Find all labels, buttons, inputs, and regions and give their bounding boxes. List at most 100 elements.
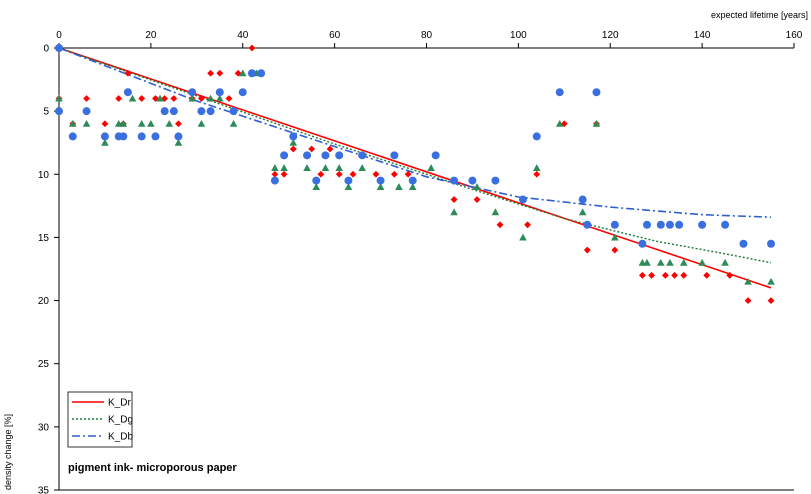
data-point-k-dr xyxy=(744,297,752,304)
data-point-k-dr xyxy=(308,145,316,153)
data-point-k-dr xyxy=(124,69,132,77)
data-point-k-dr xyxy=(450,196,458,203)
data-point-k-dr xyxy=(524,221,531,229)
data-point-k-dr xyxy=(280,170,288,178)
data-point-k-dg xyxy=(767,277,775,285)
x-tick-label: 160 xyxy=(786,30,803,41)
data-point-k-dg xyxy=(450,208,458,216)
data-point-k-db xyxy=(578,195,587,204)
y-tick-label: 15 xyxy=(38,233,50,244)
data-point-k-db xyxy=(289,132,298,141)
data-point-k-db xyxy=(390,151,399,160)
data-point-k-dg xyxy=(643,258,651,266)
data-point-k-dr xyxy=(726,271,734,279)
data-point-k-dg xyxy=(395,183,403,190)
data-point-k-dg xyxy=(592,119,601,127)
y-tick-label: 0 xyxy=(43,44,49,55)
data-point-k-dr xyxy=(496,221,504,229)
data-point-k-dg xyxy=(312,183,321,190)
data-point-k-dg xyxy=(197,119,206,127)
data-point-k-dg xyxy=(188,94,197,102)
legend-label: K_Dg xyxy=(108,415,133,426)
data-point-k-db xyxy=(665,220,674,229)
data-point-k-dg xyxy=(358,164,366,172)
data-point-k-dg xyxy=(271,164,279,172)
data-point-k-db xyxy=(767,239,776,248)
data-point-k-dr xyxy=(473,196,481,203)
data-point-k-dg xyxy=(656,258,665,266)
data-point-k-dr xyxy=(115,95,123,102)
x-tick-label: 80 xyxy=(421,30,433,41)
data-point-k-db xyxy=(335,151,344,160)
data-point-k-dr xyxy=(83,95,90,102)
data-point-k-dg xyxy=(679,258,688,266)
data-point-k-db xyxy=(238,88,247,97)
data-point-k-dg xyxy=(555,119,564,127)
x-tick-label: 100 xyxy=(510,30,527,41)
data-points xyxy=(55,44,776,304)
data-point-k-db xyxy=(68,132,77,141)
y-tick-label: 20 xyxy=(38,296,50,307)
data-point-k-dg xyxy=(491,208,500,216)
data-point-k-dr xyxy=(611,246,619,254)
data-point-k-db xyxy=(721,220,730,229)
data-point-k-dg xyxy=(82,119,91,127)
data-point-k-db xyxy=(215,88,224,97)
data-point-k-db xyxy=(280,151,289,160)
y-axis-label: density change [%] xyxy=(3,414,13,490)
trend-line-k-db xyxy=(58,47,772,218)
data-point-k-db xyxy=(55,44,63,52)
data-point-k-dg xyxy=(101,138,109,146)
x-tick-label: 120 xyxy=(602,30,619,41)
data-point-k-db xyxy=(698,220,707,229)
data-point-k-dg xyxy=(147,119,155,127)
data-point-k-dr xyxy=(767,297,775,304)
data-point-k-db xyxy=(82,107,91,116)
data-point-k-db xyxy=(468,176,477,185)
data-point-k-dr xyxy=(326,145,334,153)
data-point-k-dr xyxy=(271,170,279,178)
data-point-k-db xyxy=(169,107,178,116)
data-point-k-dg xyxy=(344,183,353,190)
data-point-k-dr xyxy=(639,271,646,279)
x-tick-label: 60 xyxy=(329,30,341,41)
data-point-k-dg xyxy=(721,258,729,266)
data-point-k-dg xyxy=(206,94,215,102)
x-tick-label: 40 xyxy=(237,30,249,41)
data-point-k-dg xyxy=(137,119,146,127)
data-point-k-dg xyxy=(578,208,587,216)
data-point-k-dr xyxy=(175,120,182,128)
data-point-k-dg xyxy=(335,164,344,172)
data-point-k-dg xyxy=(427,164,435,172)
data-point-k-dr xyxy=(248,44,256,52)
data-point-k-dr xyxy=(207,69,214,77)
data-point-k-dg xyxy=(238,69,247,77)
trend-line-k-dr xyxy=(58,47,772,289)
data-point-k-db xyxy=(592,88,601,97)
data-point-k-db xyxy=(303,151,312,160)
data-point-k-db xyxy=(312,176,321,185)
data-point-k-dr xyxy=(152,95,159,102)
data-point-k-dg xyxy=(68,119,77,127)
data-point-k-db xyxy=(55,107,63,116)
axes: 0 20 40 60 80 100 120 140 160 0 5 10 15 20 25 30 35 xyxy=(38,30,803,494)
data-point-k-dg xyxy=(376,183,385,190)
trend-lines xyxy=(58,47,772,289)
data-point-k-db xyxy=(344,176,353,185)
data-point-k-dg xyxy=(532,164,541,172)
data-point-k-db xyxy=(675,220,684,229)
data-point-k-dr xyxy=(372,170,380,178)
data-point-k-dg xyxy=(303,164,311,172)
data-point-k-db xyxy=(583,220,592,229)
data-point-k-db xyxy=(739,239,748,248)
data-point-k-db xyxy=(555,88,564,97)
data-point-k-dg xyxy=(280,164,288,172)
data-point-k-db xyxy=(431,151,440,160)
data-point-k-dr xyxy=(661,271,669,279)
data-point-k-dg xyxy=(611,233,619,241)
data-point-k-dr xyxy=(404,170,412,178)
data-point-k-db xyxy=(656,220,665,229)
data-point-k-db xyxy=(358,151,367,160)
data-point-k-db xyxy=(408,176,417,185)
x-tick-label: 20 xyxy=(145,30,157,41)
